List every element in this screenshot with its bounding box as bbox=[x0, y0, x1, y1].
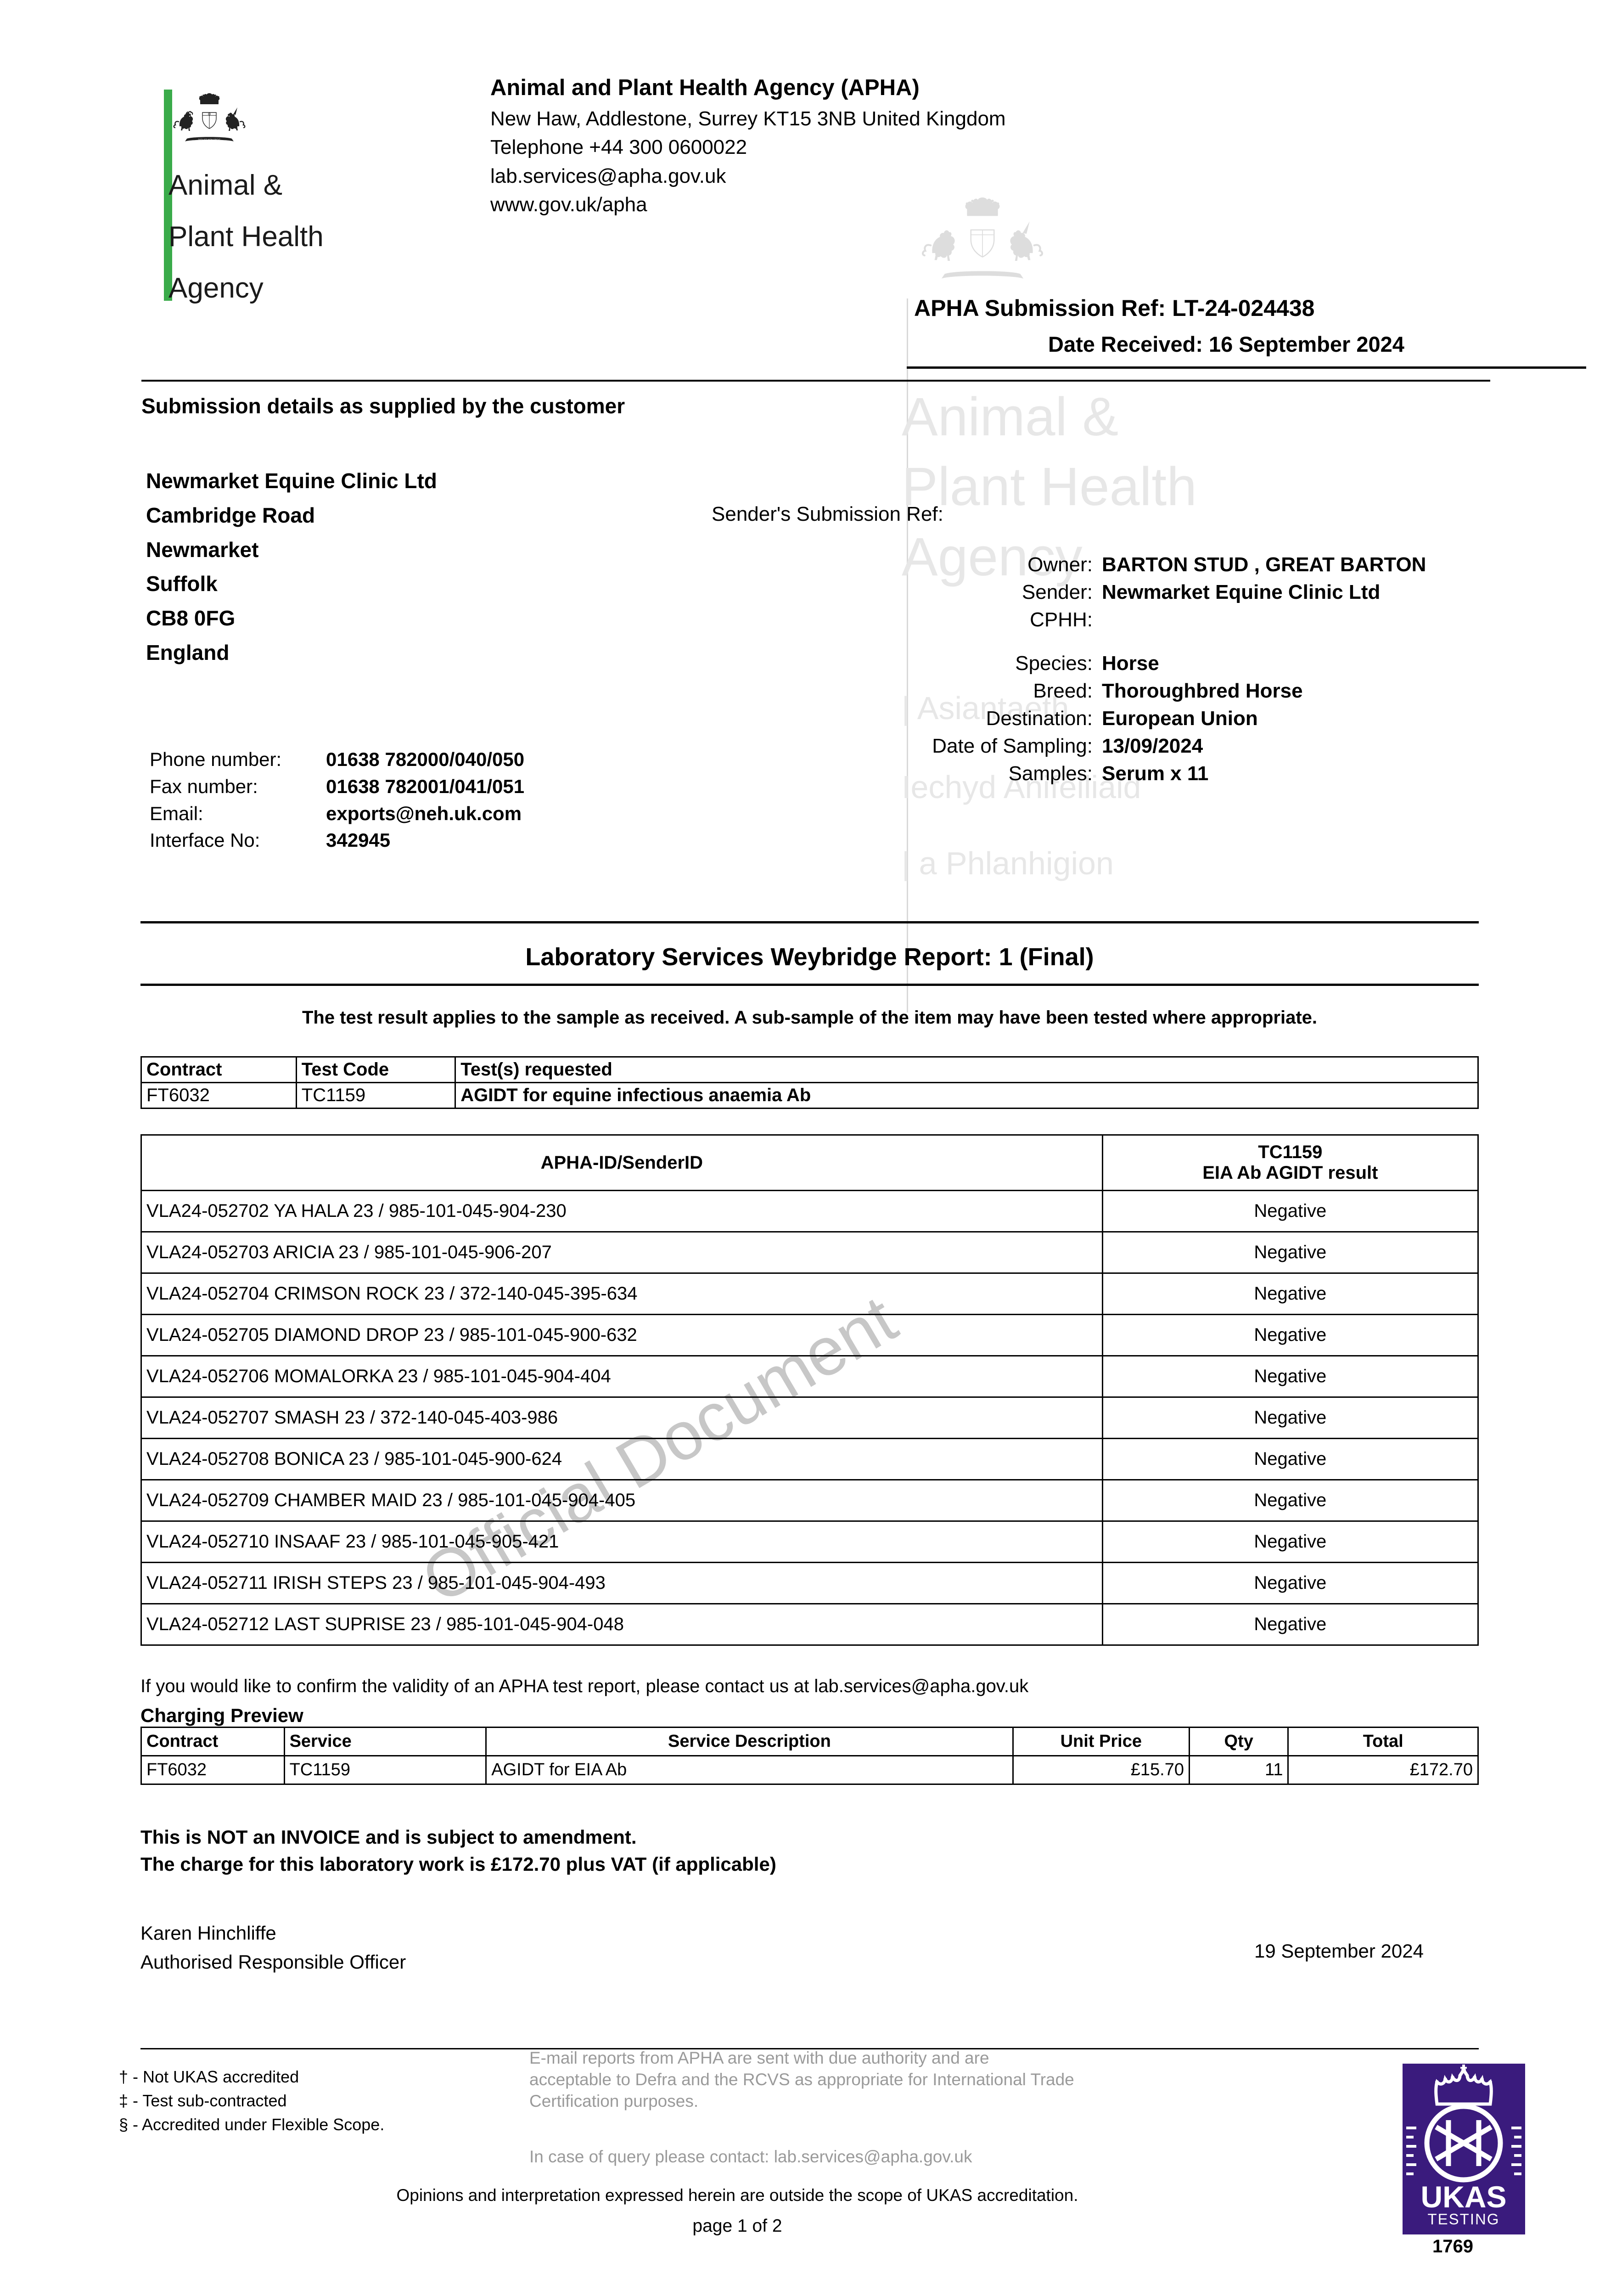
svg-text:UKAS: UKAS bbox=[1420, 2180, 1506, 2214]
svg-text:DIEU ET MON DROIT: DIEU ET MON DROIT bbox=[198, 139, 221, 141]
svg-text:TESTING: TESTING bbox=[1427, 2211, 1499, 2228]
